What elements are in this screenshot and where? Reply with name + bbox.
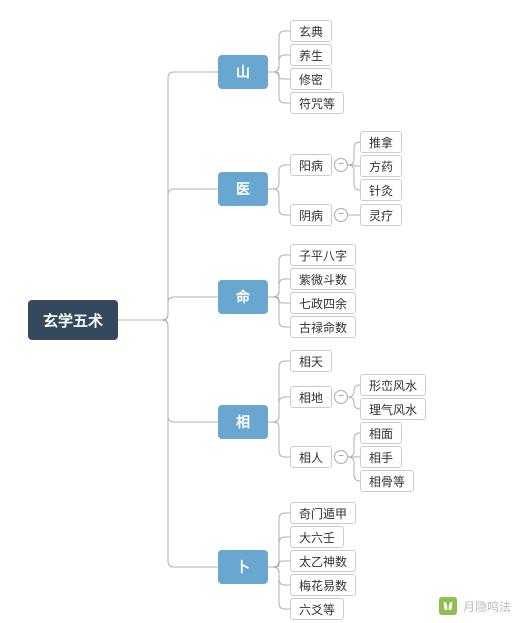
branch-ming: 命 <box>218 280 268 314</box>
leaf-node: 养生 <box>290 44 332 66</box>
wechat-icon <box>439 597 457 615</box>
leaf-node: 相面 <box>360 422 402 444</box>
expander-icon[interactable]: − <box>334 208 348 222</box>
leaf-node: 形峦风水 <box>360 374 426 396</box>
leaf-node: 推拿 <box>360 131 402 153</box>
leaf-node: 大六壬 <box>290 526 344 548</box>
leaf-node: 紫微斗数 <box>290 268 356 290</box>
leaf-node: 七政四余 <box>290 292 356 314</box>
leaf-node: 针灸 <box>360 179 402 201</box>
leaf-node: 阳病 <box>290 154 332 176</box>
watermark: 月隐鸣法 <box>439 597 511 615</box>
leaf-node: 相人 <box>290 446 332 468</box>
leaf-node: 阴病 <box>290 204 332 226</box>
leaf-node: 相手 <box>360 446 402 468</box>
branch-shan: 山 <box>218 55 268 89</box>
leaf-node: 相骨等 <box>360 470 414 492</box>
leaf-node: 子平八字 <box>290 244 356 266</box>
branch-yi: 医 <box>218 172 268 206</box>
leaf-node: 古禄命数 <box>290 316 356 338</box>
leaf-node: 灵疗 <box>360 204 402 226</box>
branch-bu: 卜 <box>218 550 268 584</box>
leaf-node: 方药 <box>360 155 402 177</box>
expander-icon[interactable]: − <box>334 158 348 172</box>
leaf-node: 修密 <box>290 68 332 90</box>
expander-icon[interactable]: − <box>334 450 348 464</box>
leaf-node: 符咒等 <box>290 92 344 114</box>
leaf-node: 相地 <box>290 386 332 408</box>
leaf-node: 梅花易数 <box>290 574 356 596</box>
leaf-node: 太乙神数 <box>290 550 356 572</box>
expander-icon[interactable]: − <box>334 390 348 404</box>
leaf-node: 奇门遁甲 <box>290 502 356 524</box>
leaf-node: 玄典 <box>290 20 332 42</box>
leaf-node: 六爻等 <box>290 598 344 620</box>
watermark-label: 月隐鸣法 <box>463 598 511 615</box>
root-node: 玄学五术 <box>28 300 118 340</box>
leaf-node: 理气风水 <box>360 398 426 420</box>
branch-xiang: 相 <box>218 405 268 439</box>
leaf-node: 相天 <box>290 350 332 372</box>
